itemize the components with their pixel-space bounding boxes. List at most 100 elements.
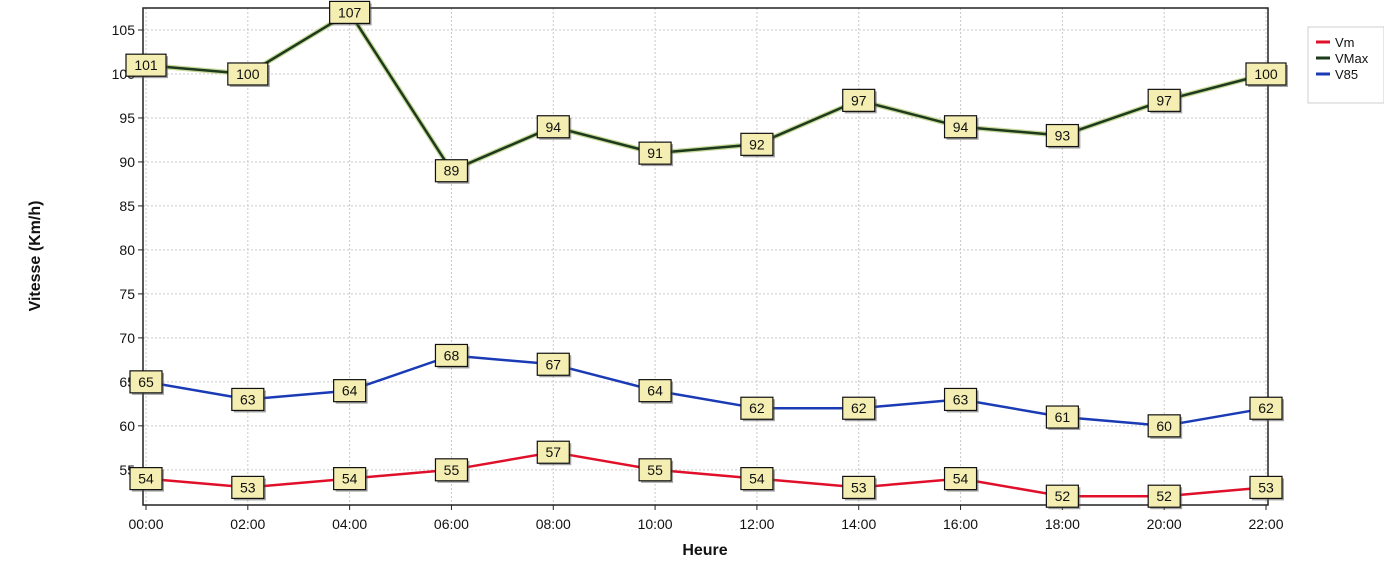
data-label-box bbox=[329, 0, 371, 24]
data-label-box bbox=[842, 475, 876, 500]
data-label-value: 93 bbox=[1055, 128, 1071, 144]
y-tick-label: 70 bbox=[119, 330, 135, 346]
data-label-box bbox=[638, 458, 672, 482]
x-tick-label: 14:00 bbox=[841, 516, 876, 532]
data-label-value: 54 bbox=[953, 471, 969, 487]
data-label-value: 94 bbox=[545, 119, 561, 135]
data-label-vmax: 94 bbox=[943, 115, 979, 140]
data-label-value: 60 bbox=[1156, 418, 1172, 434]
data-label-value: 54 bbox=[138, 471, 154, 487]
x-tick-label: 12:00 bbox=[739, 516, 774, 532]
x-tick-label: 16:00 bbox=[943, 516, 978, 532]
x-axis-title: Heure bbox=[682, 542, 727, 559]
data-label-value: 94 bbox=[953, 119, 969, 135]
data-label-vm: 53 bbox=[231, 475, 266, 501]
data-label-vmax: 94 bbox=[536, 115, 572, 140]
x-tick-label: 10:00 bbox=[638, 516, 673, 532]
data-label-vmax: 107 bbox=[329, 0, 372, 26]
data-label-box bbox=[740, 396, 774, 420]
data-label-v85: 65 bbox=[129, 370, 164, 395]
data-labels: 54 53 54 55 57 55 54 53 54 52 52 53 101 100 107 89 94 91 9… bbox=[125, 0, 1288, 510]
x-tick-label: 02:00 bbox=[230, 516, 265, 532]
series-line-v85 bbox=[145, 354, 1267, 428]
data-label-box bbox=[231, 387, 265, 412]
data-label-v85: 60 bbox=[1147, 414, 1183, 439]
data-label-v85: 62 bbox=[1249, 396, 1284, 422]
series-line-vmax-halo bbox=[145, 9, 1267, 174]
data-label-vm: 52 bbox=[1045, 484, 1081, 510]
data-label-box bbox=[842, 396, 876, 420]
data-label-vmax: 101 bbox=[125, 53, 168, 79]
data-label-box bbox=[434, 343, 469, 368]
data-label-v85: 62 bbox=[842, 396, 877, 422]
data-label-value: 101 bbox=[134, 57, 158, 73]
legend-label-vmax: VMax bbox=[1335, 51, 1369, 66]
data-label-value: 62 bbox=[851, 400, 867, 416]
plot-area bbox=[142, 7, 1269, 506]
data-label-v85: 61 bbox=[1045, 405, 1081, 431]
data-label-box bbox=[943, 115, 978, 139]
data-label-box bbox=[125, 53, 167, 77]
data-label-box bbox=[638, 379, 672, 403]
data-label-vmax: 91 bbox=[638, 141, 674, 167]
data-label-vmax: 92 bbox=[740, 132, 775, 158]
data-label-box bbox=[536, 352, 570, 376]
y-tick-label: 90 bbox=[119, 154, 135, 170]
data-label-value: 54 bbox=[342, 471, 358, 487]
data-label-vm: 54 bbox=[740, 467, 775, 492]
data-label-vm: 53 bbox=[1249, 475, 1284, 501]
data-label-value: 100 bbox=[236, 66, 260, 82]
x-tick-label: 04:00 bbox=[332, 516, 367, 532]
x-tick-label: 20:00 bbox=[1147, 516, 1182, 532]
y-tick-label: 85 bbox=[119, 198, 135, 214]
x-axis-ticks: 00:00 02:00 04:00 06:00 08:00 10:00 12:00 14:00… bbox=[128, 505, 1284, 532]
data-label-vm: 55 bbox=[638, 458, 674, 483]
data-label-box bbox=[1045, 484, 1079, 508]
data-label-value: 54 bbox=[749, 471, 765, 487]
data-label-value: 97 bbox=[851, 92, 867, 108]
data-label-vmax: 100 bbox=[227, 62, 270, 87]
data-label-value: 62 bbox=[1258, 400, 1274, 416]
series-line-vm bbox=[145, 450, 1267, 498]
data-label-vm: 55 bbox=[434, 458, 470, 483]
data-label-box bbox=[740, 132, 774, 156]
data-label-value: 53 bbox=[1258, 479, 1274, 495]
data-label-box bbox=[227, 62, 269, 86]
data-label-box bbox=[1147, 414, 1181, 438]
data-label-box bbox=[333, 379, 367, 403]
data-label-vmax: 97 bbox=[842, 88, 877, 114]
data-label-box bbox=[638, 141, 672, 165]
data-label-value: 55 bbox=[647, 462, 663, 478]
data-label-box bbox=[536, 115, 570, 139]
data-label-v85: 64 bbox=[638, 379, 674, 404]
grid-lines bbox=[143, 8, 1268, 505]
data-label-value: 89 bbox=[444, 163, 460, 179]
data-label-value: 68 bbox=[444, 347, 460, 363]
data-label-value: 97 bbox=[1156, 92, 1172, 108]
y-tick-label: 95 bbox=[119, 110, 135, 126]
data-label-vmax: 89 bbox=[434, 159, 470, 184]
data-label-value: 53 bbox=[851, 479, 867, 495]
data-label-v85: 67 bbox=[536, 352, 572, 378]
data-label-v85: 68 bbox=[434, 343, 470, 369]
data-label-vm: 57 bbox=[536, 440, 572, 466]
y-axis-title: Vitesse (Km/h) bbox=[27, 201, 44, 312]
data-label-v85: 63 bbox=[231, 387, 266, 413]
data-label-value: 62 bbox=[749, 400, 765, 416]
data-label-vmax: 93 bbox=[1045, 123, 1081, 149]
x-tick-label: 18:00 bbox=[1045, 516, 1080, 532]
data-label-vm: 54 bbox=[129, 467, 164, 492]
data-label-value: 52 bbox=[1156, 488, 1172, 504]
data-label-box bbox=[434, 458, 469, 482]
data-label-box bbox=[1245, 62, 1287, 86]
data-label-vm: 53 bbox=[842, 475, 877, 501]
data-label-v85: 63 bbox=[943, 387, 979, 413]
data-label-box bbox=[434, 159, 469, 183]
data-label-box bbox=[740, 467, 774, 491]
data-label-value: 91 bbox=[647, 145, 663, 161]
legend-label-v85: V85 bbox=[1335, 67, 1358, 82]
data-label-vmax: 97 bbox=[1147, 88, 1183, 114]
